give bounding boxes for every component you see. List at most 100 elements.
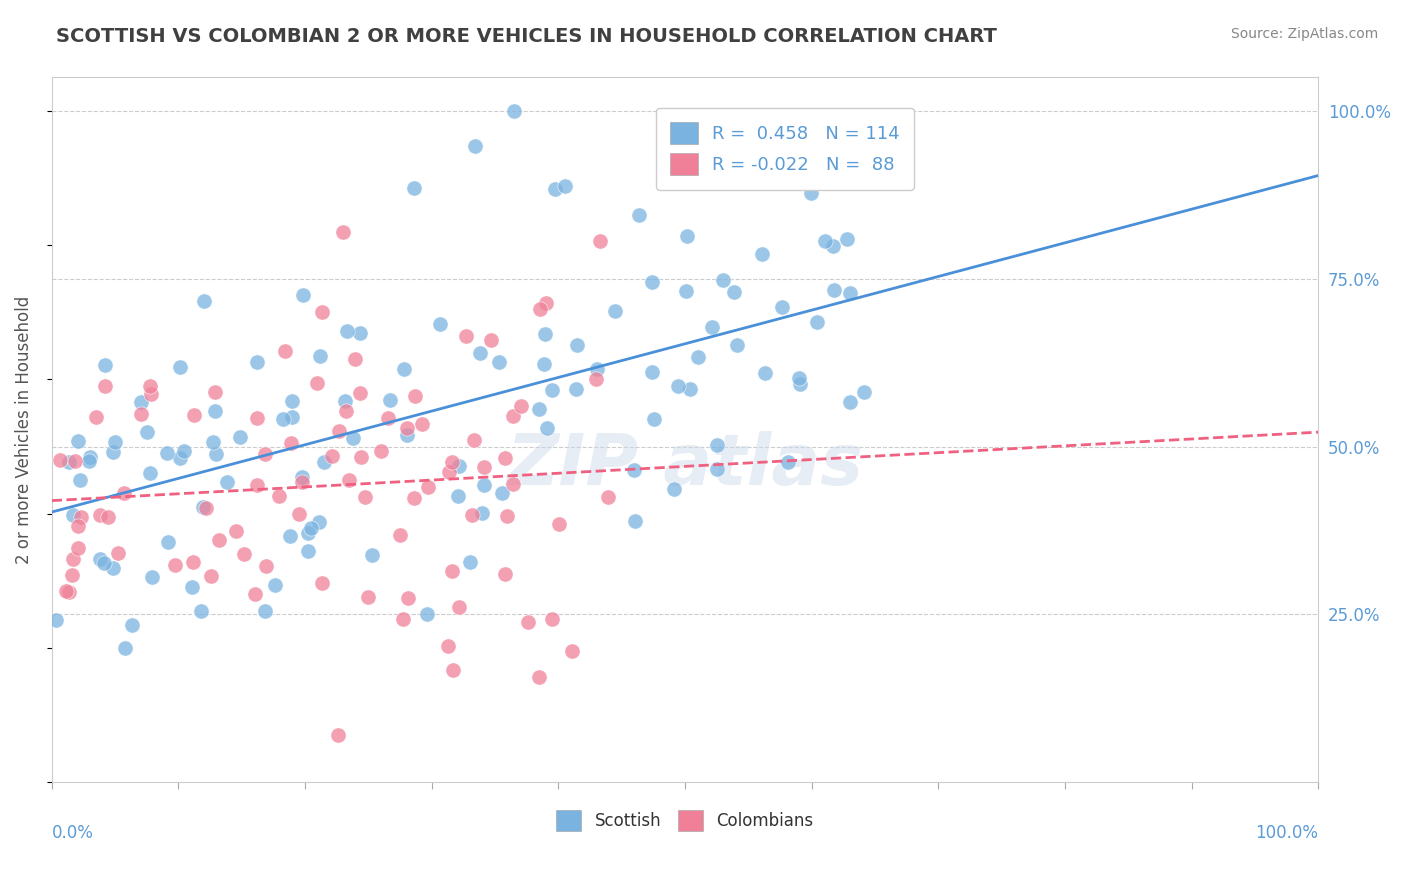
Point [502, 409, 524, 423]
Point [343, 352, 366, 367]
Point [63, 454, 86, 468]
Point [129, 395, 152, 409]
Point [787, 371, 810, 385]
Point [336, 324, 359, 338]
Point [308, 349, 330, 363]
Point [311, 305, 333, 319]
Point [398, 591, 420, 605]
Point [623, 514, 645, 528]
Point [291, 475, 314, 489]
Point [107, 546, 129, 560]
Point [173, 444, 195, 458]
Point [299, 521, 322, 535]
Point [464, 139, 486, 153]
Point [254, 558, 277, 573]
Point [389, 528, 412, 542]
Point [835, 232, 858, 246]
Point [565, 338, 588, 352]
Point [321, 449, 343, 463]
Point [281, 409, 304, 424]
Point [314, 455, 336, 469]
Point [488, 355, 510, 369]
Point [502, 476, 524, 491]
Point [360, 548, 382, 562]
Point [564, 382, 586, 396]
Point [326, 728, 349, 742]
Point [534, 295, 557, 310]
Point [679, 382, 702, 396]
Point [491, 486, 513, 500]
Point [169, 450, 191, 465]
Point [45, 613, 67, 627]
Point [536, 421, 558, 435]
Point [706, 437, 728, 451]
Point [675, 285, 697, 299]
Point [112, 486, 135, 500]
Point [195, 501, 218, 516]
Point [246, 355, 269, 369]
Point [377, 410, 399, 425]
Text: Source: ZipAtlas.com: Source: ZipAtlas.com [1230, 27, 1378, 41]
Point [725, 338, 748, 352]
Point [440, 455, 463, 469]
Point [335, 393, 357, 408]
Point [416, 607, 439, 621]
Point [495, 509, 517, 524]
Point [806, 315, 828, 329]
Text: 100.0%: 100.0% [1256, 824, 1319, 842]
Point [93, 557, 115, 571]
Point [479, 333, 502, 347]
Point [502, 103, 524, 118]
Point [225, 524, 247, 538]
Point [548, 516, 571, 531]
Point [509, 399, 531, 413]
Point [205, 447, 228, 461]
Point [86, 410, 108, 425]
Point [468, 345, 491, 359]
Point [297, 525, 319, 540]
Point [533, 327, 555, 342]
Point [392, 361, 415, 376]
Point [641, 365, 664, 379]
Point [190, 604, 212, 618]
Point [561, 644, 583, 658]
Point [447, 489, 470, 503]
Point [215, 475, 238, 490]
Point [429, 318, 451, 332]
Point [89, 552, 111, 566]
Point [58, 455, 80, 469]
Point [94, 379, 117, 393]
Point [246, 477, 269, 491]
Point [404, 389, 426, 403]
Point [404, 181, 426, 195]
Point [437, 639, 460, 653]
Point [183, 408, 205, 422]
Point [441, 663, 464, 677]
Point [350, 450, 373, 464]
Point [391, 612, 413, 626]
Point [58, 585, 80, 599]
Point [770, 300, 793, 314]
Point [77, 454, 100, 468]
Point [101, 445, 124, 459]
Point [641, 275, 664, 289]
Point [839, 395, 862, 409]
Point [96, 509, 118, 524]
Point [308, 516, 330, 530]
Point [339, 473, 361, 487]
Point [494, 567, 516, 582]
Point [291, 288, 314, 302]
Point [246, 411, 269, 425]
Point [711, 273, 734, 287]
Point [280, 394, 302, 409]
Point [349, 326, 371, 340]
Point [136, 425, 159, 440]
Point [627, 209, 650, 223]
Point [702, 319, 724, 334]
Point [129, 407, 152, 421]
Point [471, 506, 494, 520]
Point [243, 587, 266, 601]
Point [416, 480, 439, 494]
Point [311, 575, 333, 590]
Point [62, 552, 84, 566]
